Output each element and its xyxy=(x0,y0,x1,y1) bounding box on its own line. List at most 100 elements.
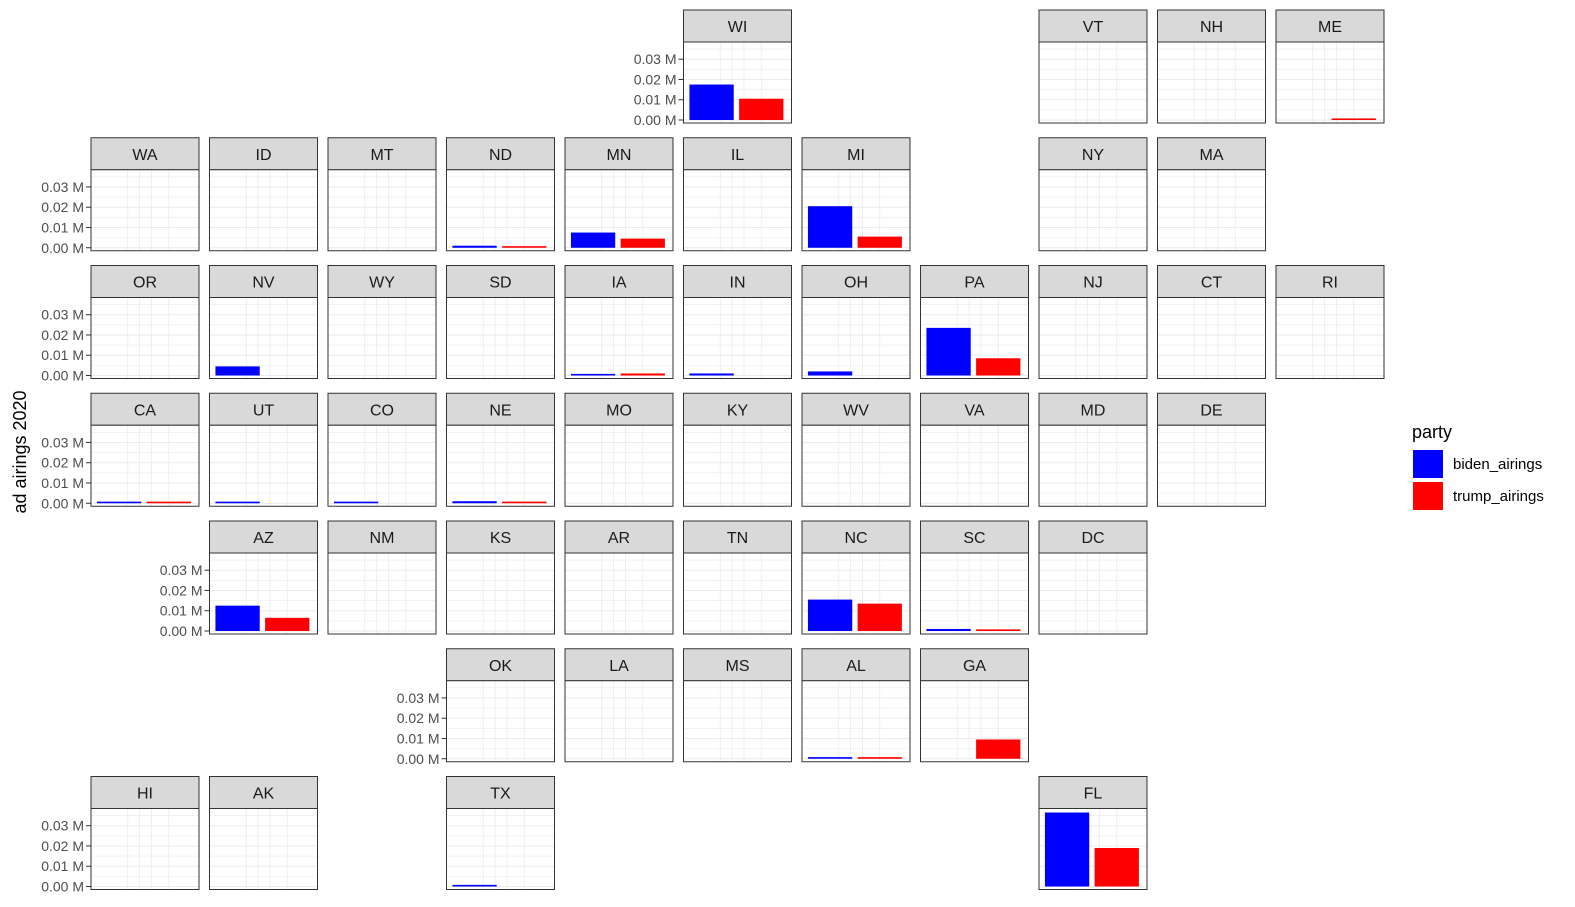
strip-label: KY xyxy=(727,402,749,419)
y-tick-label: 0.02 M xyxy=(41,199,84,215)
strip-label: AR xyxy=(608,530,630,547)
panel-border xyxy=(564,680,674,763)
strip-label: MA xyxy=(1200,147,1224,164)
y-tick-label: 0.03 M xyxy=(41,179,84,195)
facet-panel-ca: CA xyxy=(90,392,200,507)
strip-label: GA xyxy=(963,658,986,675)
panel-border xyxy=(1157,424,1266,507)
strip-background xyxy=(801,137,911,171)
bar-nc-trump-airings xyxy=(857,603,902,631)
strip-label: SC xyxy=(963,530,985,547)
facet-panel-ar: AR xyxy=(564,520,674,635)
gridlines xyxy=(446,169,555,251)
y-tick-label: 0.02 M xyxy=(634,71,677,87)
strip-background xyxy=(920,392,1029,426)
strip-label: MS xyxy=(726,658,750,675)
panel-background xyxy=(1157,42,1266,123)
strip-background xyxy=(327,137,437,171)
bar-al-trump-airings xyxy=(857,757,902,759)
facet-panel-mt: MT xyxy=(327,137,437,252)
legend-key-biden-airings xyxy=(1413,450,1443,478)
y-tick-label: 0.00 M xyxy=(41,240,84,256)
facet-panel-mn: MN xyxy=(564,137,674,252)
facet-panel-vt: VT xyxy=(1038,9,1148,124)
strip-background xyxy=(683,265,792,298)
facet-panel-de: DE xyxy=(1157,392,1266,507)
strip-background xyxy=(920,648,1029,682)
strip-label: ME xyxy=(1318,19,1342,36)
facet-panel-ri: RI xyxy=(1275,265,1385,379)
strip-label: NC xyxy=(844,530,867,547)
facet-panel-in: IN xyxy=(683,265,792,379)
strip-background xyxy=(801,520,911,554)
bar-oh-biden-airings xyxy=(807,371,853,376)
panel-background xyxy=(446,553,555,634)
facet-panel-fl: FL xyxy=(1038,776,1148,890)
facet-panel-md: MD xyxy=(1038,392,1148,507)
strip-background xyxy=(209,520,318,554)
facet-panel-al: AL xyxy=(801,648,911,763)
strip-background xyxy=(209,137,318,171)
facet-panel-az: AZ xyxy=(209,520,318,635)
bar-pa-biden-airings xyxy=(926,327,971,376)
facet-panel-ma: MA xyxy=(1157,137,1266,252)
facet-panel-mo: MO xyxy=(564,392,674,507)
y-tick-label: 0.03 M xyxy=(397,690,440,706)
facet-panel-nj: NJ xyxy=(1038,265,1148,379)
panel-background xyxy=(446,680,555,762)
strip-background xyxy=(90,137,200,171)
panel-background xyxy=(565,680,673,762)
gridlines xyxy=(683,680,792,762)
strip-background xyxy=(801,648,911,682)
gridlines xyxy=(1157,297,1266,379)
strip-label: IN xyxy=(730,275,746,292)
bar-mn-biden-airings xyxy=(570,232,616,248)
panel-background xyxy=(683,553,792,634)
gridlines xyxy=(209,425,318,507)
facet-panel-tx: TX xyxy=(446,776,555,890)
facet-panel-ms: MS xyxy=(683,648,792,763)
strip-label: MT xyxy=(370,147,393,164)
panel-background xyxy=(565,553,673,634)
facet-panel-ga: GA xyxy=(920,648,1029,763)
strip-background xyxy=(209,392,318,426)
strip-label: MD xyxy=(1081,402,1106,419)
strip-label: IL xyxy=(731,147,744,164)
strip-background xyxy=(683,648,792,682)
legend-label: biden_airings xyxy=(1453,456,1542,473)
strip-label: VT xyxy=(1083,19,1104,36)
panel-border xyxy=(90,297,200,379)
facet-panels: WI VT NH ME WA ID MT ND MN IL MI NY MA OR NV WY SD IA IN OH… xyxy=(90,9,1385,890)
bar-in-biden-airings xyxy=(689,373,734,376)
strip-background xyxy=(327,265,437,298)
panel-border xyxy=(683,552,792,635)
gridlines xyxy=(91,425,199,507)
gridlines xyxy=(209,808,318,890)
strip-label: AK xyxy=(253,786,275,803)
strip-label: NE xyxy=(489,402,511,419)
bar-fl-biden-airings xyxy=(1044,812,1090,887)
panel-border xyxy=(327,552,437,635)
bar-mi-trump-airings xyxy=(857,236,902,248)
panel-background xyxy=(1157,169,1266,251)
gridlines xyxy=(1039,553,1147,634)
facet-panel-il: IL xyxy=(683,137,792,252)
gridlines xyxy=(920,425,1029,507)
panel-background xyxy=(920,553,1029,634)
gridlines xyxy=(1039,297,1147,379)
gridlines xyxy=(1039,169,1147,251)
panel-border xyxy=(1038,808,1148,890)
strip-label: NY xyxy=(1082,147,1105,164)
facet-panel-wi: WI xyxy=(683,9,792,124)
strip-label: VA xyxy=(964,402,984,419)
panel-background xyxy=(209,808,318,890)
facet-panel-nc: NC xyxy=(801,520,911,635)
panel-border xyxy=(801,169,911,252)
facet-panel-or: OR xyxy=(90,265,200,379)
panel-border xyxy=(1275,297,1385,379)
facet-panel-nm: NM xyxy=(327,520,437,635)
panel-border xyxy=(1038,297,1148,379)
facet-panel-wv: WV xyxy=(801,392,911,507)
gridlines xyxy=(209,169,318,251)
facet-panel-nh: NH xyxy=(1157,9,1266,124)
